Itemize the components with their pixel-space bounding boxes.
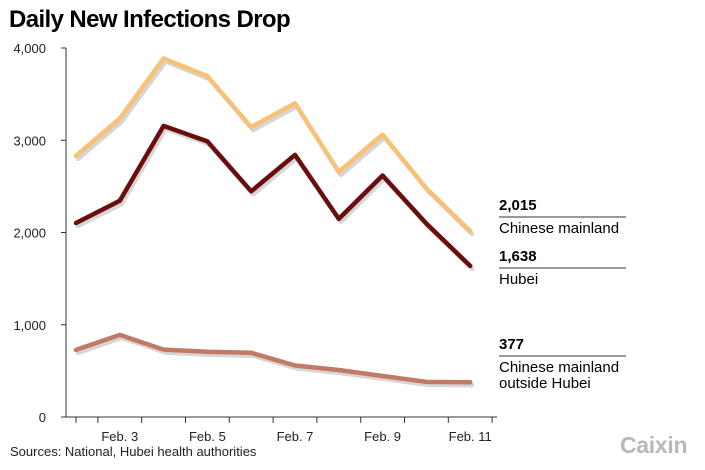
series-lines: [73, 56, 475, 388]
chart-title: Daily New Infections Drop: [9, 6, 291, 33]
series-line-0: [73, 56, 473, 234]
series-end-name: Chinese mainland: [499, 359, 619, 376]
x-tick-label: Feb. 11: [449, 429, 492, 444]
series-end-name: Hubei: [499, 271, 538, 288]
chart-axes: [61, 47, 497, 423]
y-tick-label: 2,000: [13, 226, 46, 241]
series-line-shadow: [75, 126, 475, 272]
series-line-1: [73, 123, 473, 269]
x-tick-label: Feb. 3: [101, 429, 138, 444]
y-tick-label: 3,000: [13, 133, 46, 148]
y-tick-label: 1,000: [13, 318, 46, 333]
series-end-name: Chinese mainland: [499, 220, 619, 237]
series-end-value: 377: [499, 336, 524, 353]
series-end-labels: 2,015 Chinese mainland 1,638 Hubei 377 Chines…: [499, 197, 626, 392]
caixin-logo: Caixin: [620, 432, 688, 458]
y-tick-label: 4,000: [13, 41, 46, 56]
y-tick-label: 0: [39, 410, 46, 425]
source-note: Sources: National, Hubei health authorit…: [10, 444, 257, 459]
x-axis-tick-labels: Feb. 3 Feb. 5 Feb. 7 Feb. 9 Feb. 11: [101, 429, 491, 444]
series-end-name: outside Hubei: [499, 375, 591, 392]
series-line-2: [73, 332, 473, 385]
x-tick-label: Feb. 7: [277, 429, 314, 444]
x-tick-label: Feb. 9: [364, 429, 401, 444]
y-axis-tick-labels: 0 1,000 2,000 3,000 4,000: [13, 41, 46, 425]
x-tick-label: Feb. 5: [189, 429, 226, 444]
series-end-value: 2,015: [499, 197, 537, 214]
series-end-value: 1,638: [499, 248, 537, 265]
